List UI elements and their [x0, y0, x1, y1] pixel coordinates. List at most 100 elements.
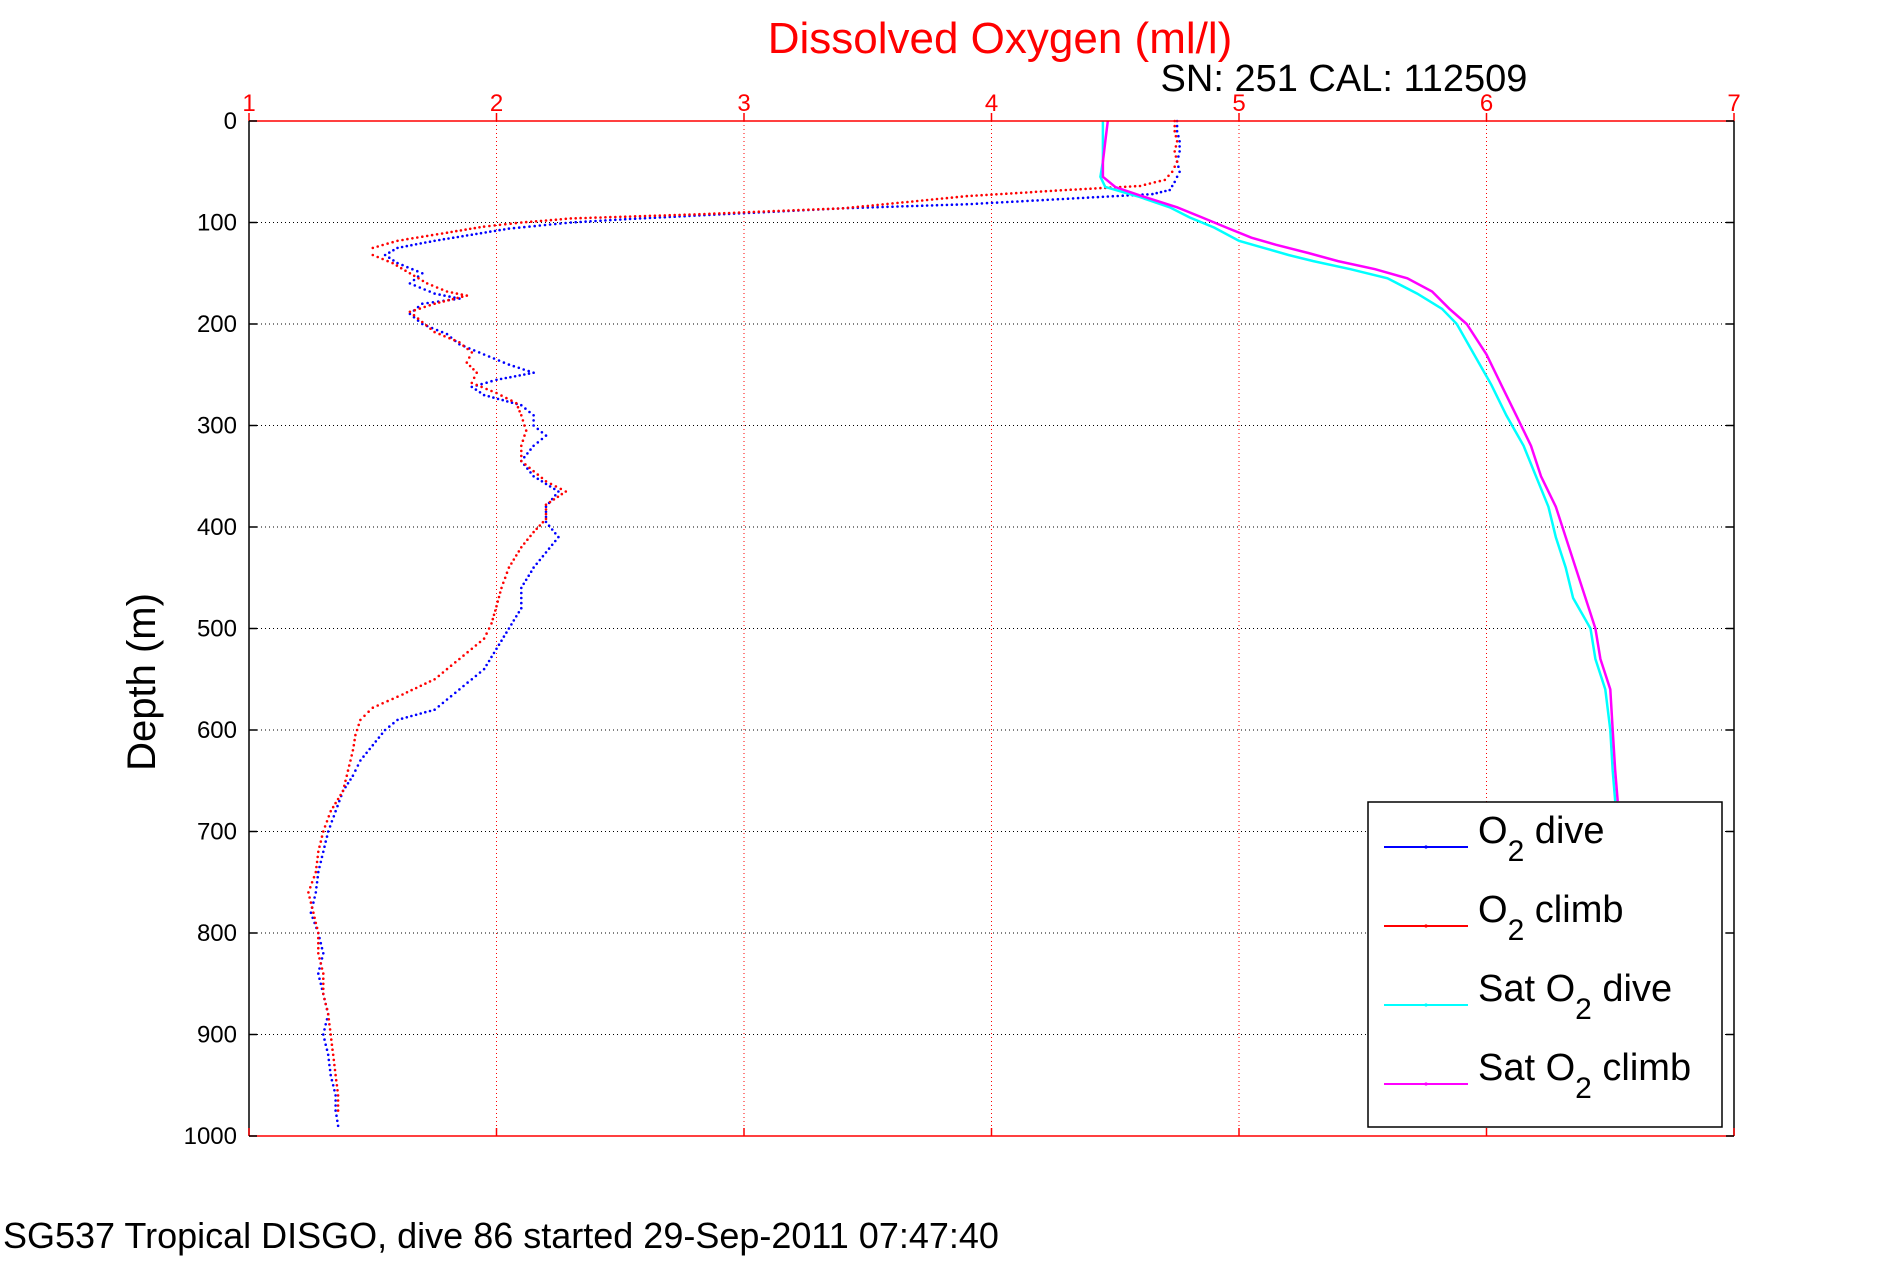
data-point	[438, 332, 441, 336]
data-point	[727, 211, 731, 215]
data-point	[1049, 189, 1053, 193]
data-point	[1086, 196, 1090, 199]
data-point	[574, 220, 577, 224]
data-point	[886, 202, 889, 206]
data-point	[322, 982, 325, 986]
data-point	[504, 222, 507, 226]
data-point	[521, 439, 525, 443]
data-point	[405, 244, 409, 248]
data-point	[683, 213, 686, 216]
data-point	[1175, 140, 1179, 143]
data-point	[767, 210, 770, 213]
data-point	[604, 216, 607, 219]
data-point	[554, 532, 557, 535]
data-point	[535, 562, 538, 566]
y-axis-label: Depth (m)	[120, 593, 164, 771]
data-point	[391, 240, 394, 244]
y-tick-label: 400	[197, 514, 237, 541]
data-point	[1044, 189, 1048, 193]
data-point	[312, 911, 315, 914]
data-point	[433, 678, 436, 681]
data-point	[518, 410, 521, 413]
data-point	[502, 361, 506, 364]
data-point	[1014, 191, 1018, 195]
data-point	[458, 341, 461, 344]
data-point	[752, 210, 756, 214]
x-tick-label: 1	[242, 90, 255, 117]
data-point	[638, 214, 642, 218]
data-point	[1064, 188, 1068, 192]
data-point	[950, 203, 954, 206]
data-point	[534, 220, 538, 223]
data-point	[334, 809, 337, 813]
data-point	[410, 243, 413, 247]
data-point	[930, 198, 934, 201]
data-point	[328, 1028, 332, 1031]
data-point	[544, 512, 548, 516]
data-point	[383, 728, 387, 732]
data-point	[376, 255, 380, 259]
data-point	[482, 667, 486, 671]
data-point	[363, 714, 366, 718]
data-point	[1175, 129, 1179, 133]
data-point	[623, 215, 627, 218]
data-point	[328, 1023, 331, 1026]
data-point	[349, 759, 352, 762]
data-point	[396, 246, 399, 250]
data-point	[594, 216, 597, 219]
data-point	[318, 845, 321, 848]
data-point	[1151, 192, 1154, 196]
data-point	[896, 201, 899, 205]
data-point	[470, 351, 474, 354]
data-point	[487, 395, 491, 398]
data-point	[437, 705, 441, 708]
data-point	[323, 1038, 326, 1041]
data-point	[423, 288, 427, 291]
data-point	[1016, 200, 1019, 203]
data-point	[317, 972, 320, 975]
data-point	[886, 205, 889, 209]
data-point	[502, 228, 506, 231]
data-point	[975, 194, 978, 197]
y-tick-label: 900	[197, 1022, 237, 1049]
data-point	[1006, 200, 1009, 204]
data-point	[524, 463, 527, 466]
data-point	[462, 654, 465, 657]
data-point	[965, 194, 969, 198]
data-point	[1178, 150, 1181, 153]
data-point	[396, 239, 399, 243]
data-point	[1084, 187, 1087, 191]
data-point	[400, 717, 404, 720]
data-point	[628, 217, 632, 221]
data-point	[1021, 199, 1024, 203]
data-point	[468, 227, 472, 231]
data-point	[359, 718, 362, 722]
data-point	[451, 236, 455, 239]
data-point	[541, 554, 545, 558]
data-point	[334, 1094, 337, 1097]
data-point	[419, 242, 423, 245]
data-point	[336, 1119, 339, 1123]
data-point	[433, 302, 436, 306]
data-point	[538, 524, 542, 527]
data-point	[512, 226, 516, 230]
data-point	[569, 221, 573, 224]
data-point	[371, 706, 375, 709]
data-point	[920, 204, 924, 207]
data-point	[317, 931, 320, 935]
data-point	[548, 485, 552, 488]
data-point	[930, 204, 934, 207]
data-point	[345, 774, 349, 777]
data-point	[323, 1028, 326, 1031]
data-point	[468, 356, 471, 359]
data-point	[414, 713, 418, 717]
legend-entry: O2 climb	[1384, 889, 1623, 947]
data-point	[492, 396, 495, 399]
data-point	[383, 253, 387, 257]
data-point	[465, 234, 469, 237]
data-point	[544, 503, 548, 507]
data-point	[429, 327, 432, 331]
data-point	[330, 1078, 334, 1082]
data-point	[416, 305, 420, 309]
data-point	[520, 459, 523, 463]
